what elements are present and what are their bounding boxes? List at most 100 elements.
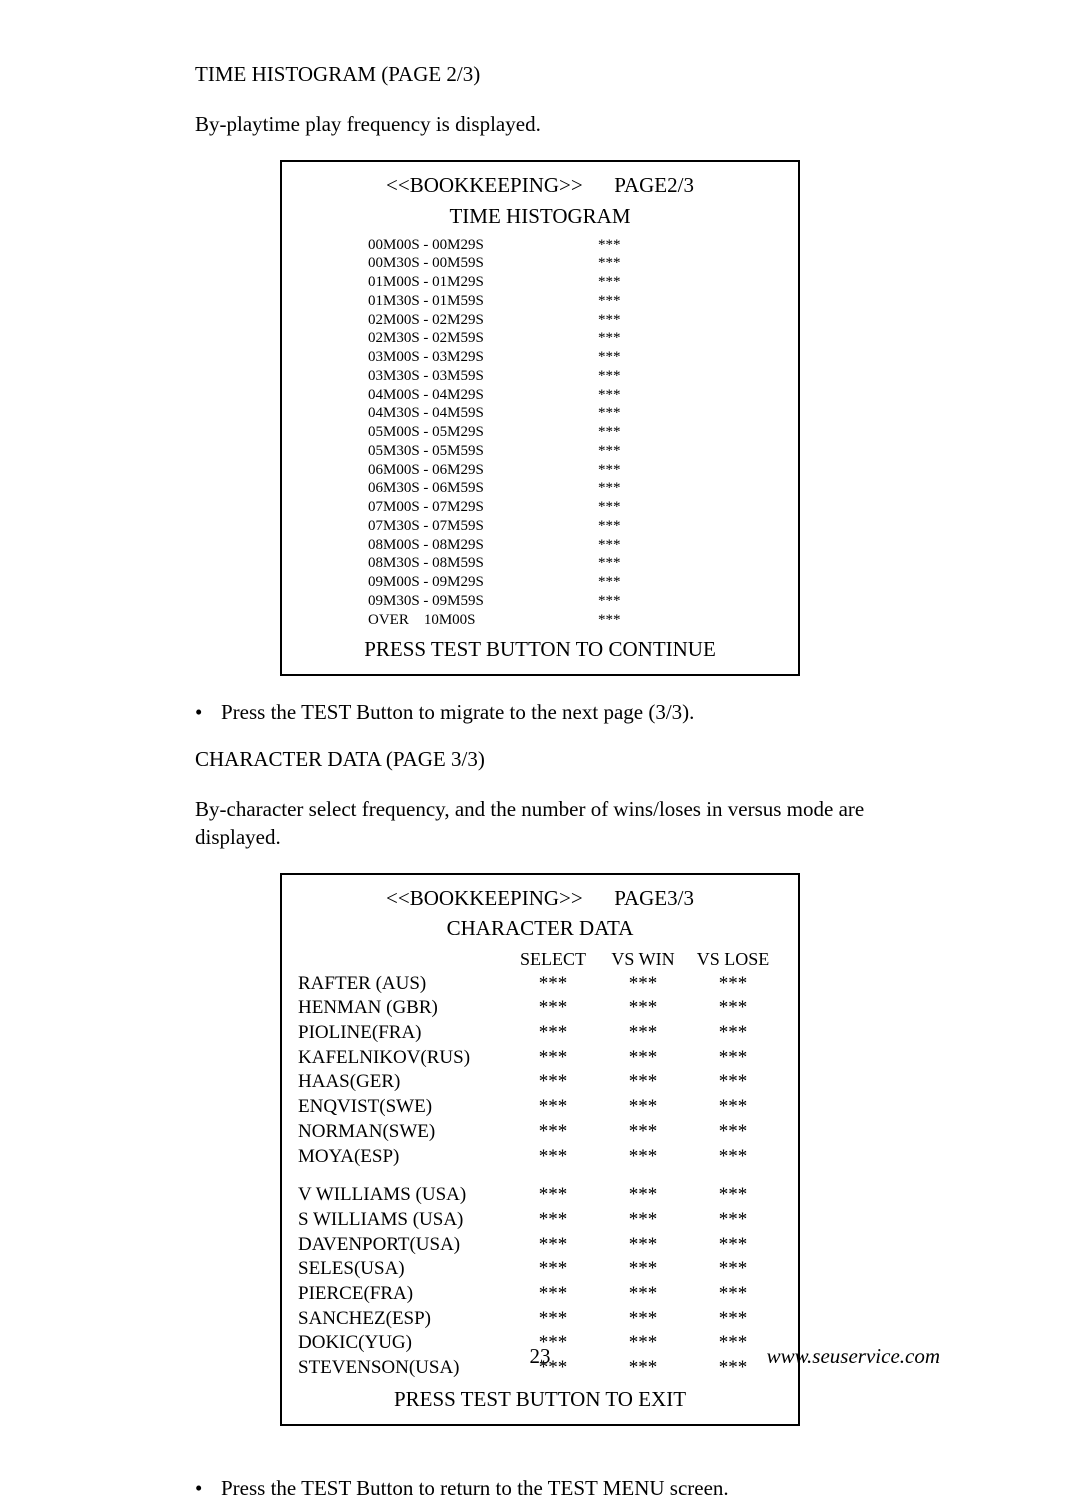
character-value: ***	[598, 1021, 688, 1046]
table-header-row: SELECT VS WIN VS LOSE	[296, 948, 784, 971]
character-value: ***	[688, 996, 778, 1021]
character-group-1: RAFTER (AUS)*********HENMAN (GBR)*******…	[296, 972, 784, 1170]
histogram-row: 07M00S - 07M29S***	[296, 498, 784, 517]
histogram-value: ***	[568, 311, 668, 330]
histogram-row: 07M30S - 07M59S***	[296, 517, 784, 536]
screen-title-row: <<BOOKKEEPING>> PAGE2/3	[296, 172, 784, 198]
character-data-intro: By-character select frequency, and the n…	[195, 796, 885, 851]
character-name: DAVENPORT(USA)	[296, 1233, 508, 1258]
character-value: ***	[598, 1282, 688, 1307]
histogram-range: 02M30S - 02M59S	[296, 329, 568, 348]
character-value: ***	[508, 1183, 598, 1208]
histogram-range: OVER 10M00S	[296, 611, 568, 630]
histogram-range: 06M00S - 06M29S	[296, 461, 568, 480]
character-value: ***	[598, 1070, 688, 1095]
histogram-value: ***	[568, 404, 668, 423]
character-value: ***	[598, 1183, 688, 1208]
screen-title-row-2: <<BOOKKEEPING>> PAGE3/3	[296, 885, 784, 911]
character-value: ***	[688, 1208, 778, 1233]
histogram-value: ***	[568, 573, 668, 592]
character-value: ***	[598, 1208, 688, 1233]
histogram-row: 05M00S - 05M29S***	[296, 423, 784, 442]
character-value: ***	[598, 1046, 688, 1071]
character-value: ***	[508, 996, 598, 1021]
histogram-row: 02M00S - 02M29S***	[296, 311, 784, 330]
character-name: HAAS(GER)	[296, 1070, 508, 1095]
character-data-heading: CHARACTER DATA (PAGE 3/3)	[195, 747, 885, 772]
table-row: SELES(USA)*********	[296, 1257, 784, 1282]
character-value: ***	[508, 1095, 598, 1120]
histogram-range: 04M00S - 04M29S	[296, 386, 568, 405]
character-value: ***	[508, 1021, 598, 1046]
histogram-row: 09M30S - 09M59S***	[296, 592, 784, 611]
histogram-value: ***	[568, 442, 668, 461]
histogram-range: 01M00S - 01M29S	[296, 273, 568, 292]
table-header-blank	[296, 948, 508, 971]
character-value: ***	[508, 1282, 598, 1307]
histogram-row: 01M30S - 01M59S***	[296, 292, 784, 311]
histogram-row: 08M30S - 08M59S***	[296, 554, 784, 573]
histogram-value: ***	[568, 592, 668, 611]
histogram-range: 03M30S - 03M59S	[296, 367, 568, 386]
histogram-range: 07M00S - 07M29S	[296, 498, 568, 517]
histogram-range: 05M30S - 05M59S	[296, 442, 568, 461]
col-vslose: VS LOSE	[688, 948, 778, 971]
histogram-range: 01M30S - 01M59S	[296, 292, 568, 311]
histogram-value: ***	[568, 367, 668, 386]
col-select: SELECT	[508, 948, 598, 971]
histogram-value: ***	[568, 517, 668, 536]
character-name: S WILLIAMS (USA)	[296, 1208, 508, 1233]
bullet-return: • Press the TEST Button to return to the…	[195, 1476, 885, 1501]
character-value: ***	[598, 1233, 688, 1258]
histogram-row: 00M00S - 00M29S***	[296, 236, 784, 255]
histogram-row: 04M00S - 04M29S***	[296, 386, 784, 405]
histogram-row: 06M00S - 06M29S***	[296, 461, 784, 480]
histogram-value: ***	[568, 329, 668, 348]
character-value: ***	[688, 1070, 778, 1095]
character-value: ***	[508, 1070, 598, 1095]
character-name: NORMAN(SWE)	[296, 1120, 508, 1145]
table-row: HAAS(GER)*********	[296, 1070, 784, 1095]
character-name: ENQVIST(SWE)	[296, 1095, 508, 1120]
histogram-range: 00M30S - 00M59S	[296, 254, 568, 273]
character-value: ***	[508, 1120, 598, 1145]
character-value: ***	[508, 1145, 598, 1170]
histogram-value: ***	[568, 386, 668, 405]
bullet-migrate-text: Press the TEST Button to migrate to the …	[221, 700, 694, 725]
histogram-range: 00M00S - 00M29S	[296, 236, 568, 255]
character-value: ***	[508, 1233, 598, 1258]
histogram-value: ***	[568, 498, 668, 517]
time-histogram-intro: By-playtime play frequency is displayed.	[195, 111, 885, 138]
character-value: ***	[508, 1208, 598, 1233]
histogram-row: 03M30S - 03M59S***	[296, 367, 784, 386]
character-value: ***	[688, 1307, 778, 1332]
histogram-value: ***	[568, 236, 668, 255]
histogram-row: 00M30S - 00M59S***	[296, 254, 784, 273]
character-value: ***	[508, 1257, 598, 1282]
histogram-range: 08M30S - 08M59S	[296, 554, 568, 573]
histogram-range: 03M00S - 03M29S	[296, 348, 568, 367]
col-vswin: VS WIN	[598, 948, 688, 971]
table-row: KAFELNIKOV(RUS)*********	[296, 1046, 784, 1071]
histogram-value: ***	[568, 423, 668, 442]
histogram-row: 09M00S - 09M29S***	[296, 573, 784, 592]
character-value: ***	[508, 972, 598, 997]
bullet-dot-icon: •	[195, 700, 221, 725]
bullet-migrate: • Press the TEST Button to migrate to th…	[195, 700, 885, 725]
histogram-range: 02M00S - 02M29S	[296, 311, 568, 330]
character-value: ***	[598, 1257, 688, 1282]
screen-title-right-2: PAGE3/3	[614, 886, 694, 910]
character-value: ***	[598, 1145, 688, 1170]
character-value: ***	[688, 1021, 778, 1046]
bullet-return-text: Press the TEST Button to return to the T…	[221, 1476, 729, 1501]
exit-prompt: PRESS TEST BUTTON TO EXIT	[296, 1387, 784, 1412]
histogram-range: 04M30S - 04M59S	[296, 404, 568, 423]
histogram-row: 03M00S - 03M29S***	[296, 348, 784, 367]
screen-title-left: <<BOOKKEEPING>>	[386, 173, 583, 197]
character-name: V WILLIAMS (USA)	[296, 1183, 508, 1208]
histogram-row: 02M30S - 02M59S***	[296, 329, 784, 348]
character-name: SANCHEZ(ESP)	[296, 1307, 508, 1332]
histogram-value: ***	[568, 461, 668, 480]
histogram-range: 07M30S - 07M59S	[296, 517, 568, 536]
character-value: ***	[508, 1046, 598, 1071]
